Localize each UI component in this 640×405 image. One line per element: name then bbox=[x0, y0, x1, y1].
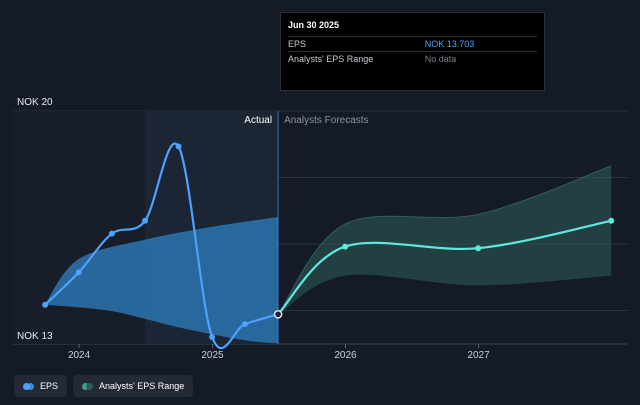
legend: EPS Analysts' EPS Range bbox=[14, 375, 194, 397]
eps-actual-point bbox=[209, 334, 216, 340]
x-tick-label-2026: 2026 bbox=[334, 350, 357, 361]
eps-actual-point bbox=[108, 230, 115, 237]
eps-forecast-point bbox=[475, 245, 482, 252]
x-tick-label-2025: 2025 bbox=[201, 350, 224, 361]
y-axis-label-bottom: NOK 13 bbox=[17, 331, 53, 342]
eps-chart: NOK 20 NOK 13 Actual Analysts Forecasts … bbox=[12, 97, 628, 361]
eps-points bbox=[42, 143, 615, 340]
eps-actual-point bbox=[241, 321, 248, 328]
band-upper-edge bbox=[44, 217, 279, 306]
eps-actual-point bbox=[175, 143, 182, 150]
tooltip-range-value: No data bbox=[424, 54, 457, 64]
eps-forecast-line bbox=[277, 219, 612, 316]
legend-range-label: Analysts' EPS Range bbox=[99, 381, 185, 391]
legend-eps-swatch-icon bbox=[23, 382, 34, 390]
tooltip-range-label: Analysts' EPS Range bbox=[288, 54, 374, 64]
eps-actual-point bbox=[142, 217, 149, 224]
tooltip: Jun 30 2025 EPS NOK 13.703 Analysts' EPS… bbox=[280, 12, 545, 91]
tooltip-row-range: Analysts' EPS Range No data bbox=[288, 51, 537, 66]
x-tick-label-2024: 2024 bbox=[68, 350, 91, 361]
eps-range-band-actual bbox=[45, 217, 279, 344]
tooltip-date: Jun 30 2025 bbox=[288, 20, 340, 30]
legend-item-range[interactable]: Analysts' EPS Range bbox=[73, 375, 194, 397]
eps-actual-point bbox=[42, 301, 49, 308]
x-tick-label-2027: 2027 bbox=[467, 350, 490, 361]
eps-range-bands bbox=[44, 165, 612, 344]
eps-lines bbox=[44, 142, 612, 350]
forecast-region-label: Analysts Forecasts bbox=[284, 115, 368, 126]
tooltip-eps-label: EPS bbox=[288, 39, 307, 49]
x-axis-ticks: 2024 2025 2026 2027 bbox=[68, 344, 490, 361]
band-upper-edge bbox=[277, 165, 612, 315]
eps-forecast-point bbox=[608, 217, 615, 224]
eps-range-band-forecast bbox=[278, 165, 612, 315]
y-axis-label-top: NOK 20 bbox=[17, 97, 53, 108]
tooltip-eps-value: NOK 13.703 bbox=[424, 39, 475, 49]
eps-actual-point bbox=[273, 309, 283, 319]
eps-actual-line bbox=[44, 142, 279, 350]
legend-item-eps[interactable]: EPS bbox=[14, 375, 68, 397]
eps-forecast-point bbox=[342, 243, 349, 250]
tooltip-row-eps: EPS NOK 13.703 bbox=[288, 36, 537, 51]
actual-region-label: Actual bbox=[244, 115, 272, 126]
legend-range-swatch-icon bbox=[82, 382, 94, 390]
legend-eps-label: EPS bbox=[40, 381, 59, 391]
eps-actual-point bbox=[75, 269, 82, 276]
